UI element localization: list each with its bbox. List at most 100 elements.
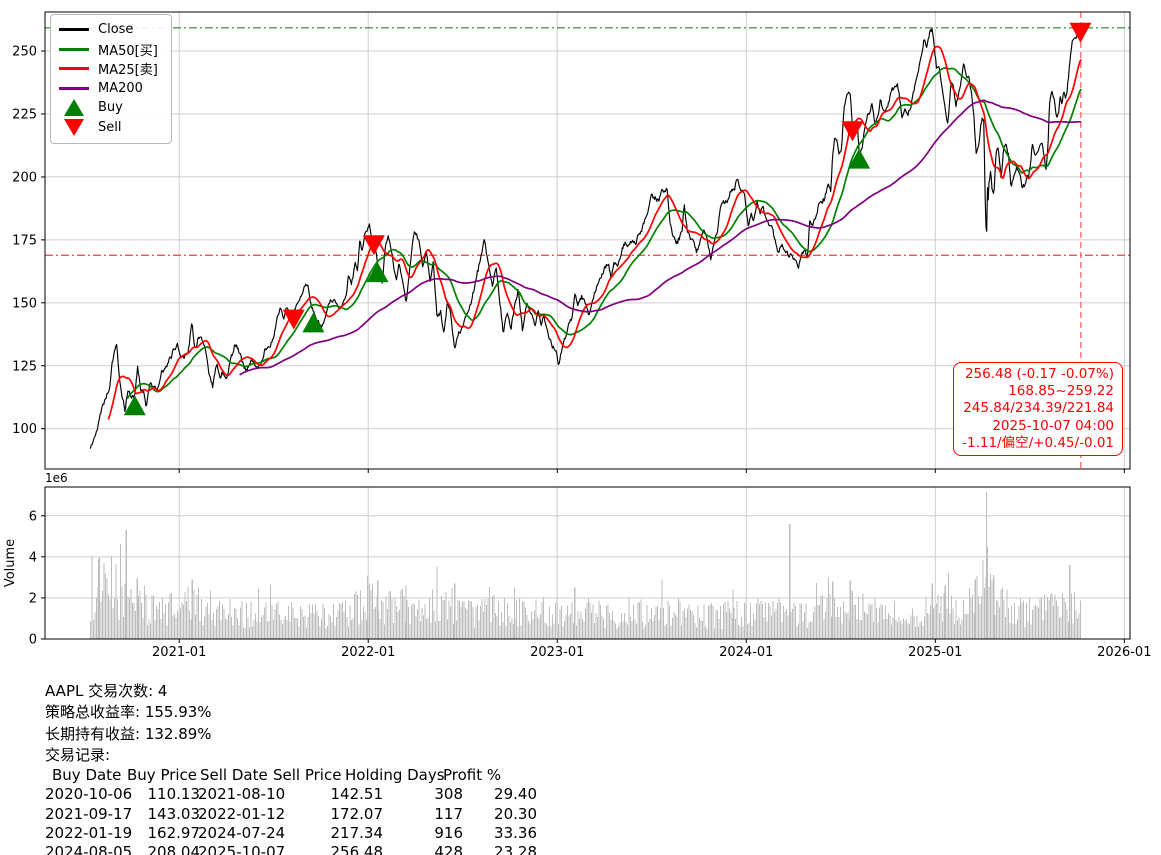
buy-triangle-icon — [59, 99, 89, 117]
sell-triangle-icon — [59, 118, 89, 136]
sell-marker — [282, 309, 305, 330]
legend-item-ma25: MA25[卖] — [59, 59, 163, 79]
svg-text:1e6: 1e6 — [45, 471, 68, 485]
trade-table-header: Buy Date Buy Price Sell Date Sell Price … — [45, 766, 545, 785]
chart-svg: 2021-01 2022-01 2023-01 2024-01 2025-01 2026-… — [3, 11, 1151, 660]
cell-buy-price: 162.97 — [147, 824, 201, 843]
legend-label: MA200 — [98, 80, 143, 96]
svg-text:Volume: Volume — [3, 539, 18, 587]
cell-buy-price: 208.04 — [147, 843, 201, 855]
ma200-line — [239, 99, 1082, 376]
cell-profit-pct: 33.36 — [494, 824, 537, 843]
svg-text:175: 175 — [12, 233, 37, 248]
cell-profit-pct: 29.40 — [494, 785, 537, 804]
legend-item-sell: Sell — [59, 118, 163, 138]
legend-item-close: Close — [59, 20, 163, 40]
cell-sell-date: 2022-01-12 — [198, 804, 286, 823]
svg-text:125: 125 — [12, 359, 37, 374]
axes: 2021-01 2022-01 2023-01 2024-01 2025-01 2026-… — [3, 11, 1151, 660]
svg-text:2026-01: 2026-01 — [1097, 645, 1151, 660]
annotation-price-line: 256.48 (-0.17 -0.07%) — [964, 366, 1114, 382]
col-sell-date: Sell Date — [200, 766, 268, 785]
cell-sell-date: 2024-07-24 — [198, 824, 286, 843]
cell-sell-price: 217.34 — [330, 824, 384, 843]
volume-bars — [89, 492, 1081, 639]
trade-record-title: 交易记录: — [45, 745, 111, 764]
legend: Close MA50[买] MA25[卖] MA200 Buy Sell — [50, 14, 172, 144]
cell-sell-price: 256.48 — [330, 843, 384, 855]
cell-buy-date: 2024-08-05 — [45, 843, 133, 855]
svg-text:200: 200 — [12, 170, 37, 185]
buy-marker — [366, 262, 389, 283]
close-line — [89, 27, 1082, 449]
annotation-ma-line: 245.84/234.39/221.84 — [963, 400, 1114, 417]
ma200-line-icon — [59, 86, 89, 90]
col-buy-price: Buy Price — [127, 766, 198, 785]
grid-lines — [45, 12, 1130, 639]
svg-text:2025-01: 2025-01 — [908, 645, 962, 660]
svg-text:2023-01: 2023-01 — [530, 645, 584, 660]
summary-footer: AAPL 交易次数: 4 策略总收益率: 155.93% 长期持有收益: 132… — [45, 681, 545, 855]
legend-item-ma200: MA200 — [59, 79, 163, 99]
svg-text:2024-01: 2024-01 — [719, 645, 773, 660]
cell-holding-days: 117 — [434, 804, 463, 823]
svg-text:0: 0 — [29, 633, 37, 648]
price-series — [89, 27, 1082, 449]
col-holding-days: Holding Days — [345, 766, 445, 785]
table-row: 2020-10-06 110.13 2021-08-10 142.51 308 … — [45, 785, 545, 804]
svg-text:2022-01: 2022-01 — [341, 645, 395, 660]
svg-text:2: 2 — [29, 591, 37, 606]
cell-holding-days: 916 — [434, 824, 463, 843]
sell-marker — [1069, 22, 1092, 43]
table-row: 2024-08-05 208.04 2025-10-07 256.48 428 … — [45, 843, 545, 855]
legend-label: Close — [98, 22, 134, 38]
sell-marker — [841, 121, 864, 142]
svg-text:150: 150 — [12, 296, 37, 311]
svg-text:100: 100 — [12, 422, 37, 437]
trade-count-line: AAPL 交易次数: 4 — [45, 682, 168, 700]
annotation-date-line: 2025-10-07 04:00 — [992, 417, 1114, 434]
buy-marker — [123, 395, 146, 416]
cell-buy-price: 143.03 — [147, 804, 201, 823]
cell-sell-price: 172.07 — [330, 804, 384, 823]
table-row: 2021-09-17 143.03 2022-01-12 172.07 117 … — [45, 805, 545, 824]
table-row: 2022-01-19 162.97 2024-07-24 217.34 916 … — [45, 824, 545, 843]
annotation-signal-line: -1.11/偏空/+0.45/-0.01 — [962, 434, 1114, 451]
legend-item-ma50: MA50[买] — [59, 40, 163, 60]
cell-profit-pct: 23.28 — [494, 843, 537, 855]
quote-annotation-box: 256.48 (-0.17 -0.07%) 168.85~259.22 245.… — [953, 362, 1123, 457]
svg-text:4: 4 — [29, 550, 37, 565]
cell-profit-pct: 20.30 — [494, 804, 537, 823]
cell-holding-days: 428 — [434, 843, 463, 855]
strategy-return-line: 策略总收益率: 155.93% — [45, 703, 212, 722]
legend-label: Sell — [98, 119, 122, 135]
buy-marker — [848, 148, 871, 169]
annotation-range-line: 168.85~259.22 — [1008, 383, 1114, 400]
sell-marker — [362, 235, 385, 256]
cell-buy-price: 110.13 — [147, 785, 201, 804]
cell-sell-date: 2021-08-10 — [198, 785, 286, 804]
cell-buy-date: 2022-01-19 — [45, 824, 133, 843]
legend-label: MA25[卖] — [98, 63, 158, 79]
cell-holding-days: 308 — [434, 785, 463, 804]
ma25-line — [107, 45, 1082, 420]
ma50-line — [126, 67, 1082, 400]
col-profit-pct: Profit % — [443, 766, 502, 785]
svg-text:2021-01: 2021-01 — [152, 645, 206, 660]
cell-buy-date: 2021-09-17 — [45, 804, 133, 823]
svg-text:225: 225 — [12, 107, 37, 122]
hold-return-line: 长期持有收益: 132.89% — [45, 724, 212, 743]
buy-marker — [302, 312, 325, 333]
svg-text:6: 6 — [29, 509, 37, 524]
col-buy-date: Buy Date — [52, 766, 122, 785]
ma50-line-icon — [59, 47, 89, 51]
trade-table: Buy Date Buy Price Sell Date Sell Price … — [45, 766, 545, 855]
legend-label: Buy — [98, 100, 123, 116]
trade-markers — [123, 22, 1092, 416]
legend-label: MA50[买] — [98, 43, 158, 59]
svg-text:250: 250 — [12, 45, 37, 60]
cell-sell-date: 2025-10-07 — [198, 843, 286, 855]
col-sell-price: Sell Price — [273, 766, 342, 785]
legend-item-buy: Buy — [59, 98, 163, 118]
